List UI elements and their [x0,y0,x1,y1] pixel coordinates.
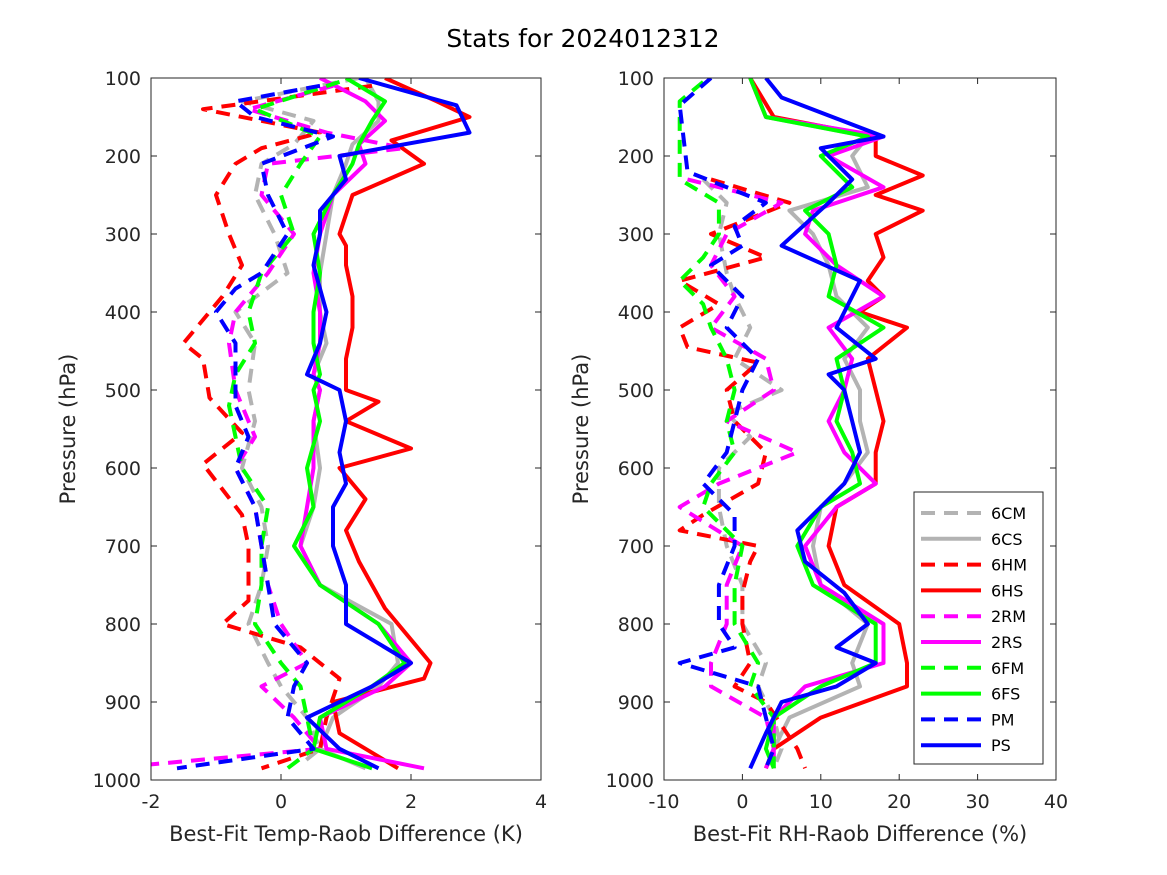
rh-y-tick-label: 100 [618,68,654,90]
temp-x-tick-label: 4 [535,791,547,813]
temp-x-tick-label: -2 [142,791,161,813]
rh-x-tick-label: 10 [809,791,833,813]
legend-label-6hs: 6HS [991,581,1023,600]
rh-y-tick-label: 400 [618,302,654,324]
figure-title: Stats for 2024012312 [446,24,719,53]
rh-y-tick-label: 200 [618,146,654,168]
temp-series-ps [305,78,472,771]
temp-y-tick-label: 400 [105,302,141,324]
rh-y-axis-label: Pressure (hPa) [569,354,593,505]
rh-series-lines [677,78,925,770]
rh-series-6cs [748,78,870,770]
temp-y-axis-label: Pressure (hPa) [56,354,80,505]
rh-x-axis-label: Best-Fit RH-Raob Difference (%) [693,822,1027,846]
rh-series-6fm [677,80,776,769]
temp-series-6hs [331,78,472,771]
legend-box [913,491,1044,765]
temp-series-2rm [151,83,407,767]
legend-label-2rs: 2RS [991,633,1022,652]
temp-y-tick-label: 700 [105,536,141,558]
temp-y-tick-label: 100 [105,68,141,90]
rh-y-tick-label: 800 [618,614,654,636]
legend: 6CM 6CS 6HM 6HS 2RM 2RS 6FM 6FS PM PS [913,491,1044,765]
temp-y-tick-label: 500 [105,380,141,402]
temp-axes-box [150,77,542,781]
rh-y-tick-label: 500 [618,380,654,402]
rh-panel: -10 0 10 20 30 40 100 200 300 400 500 600 700 800 900 1… [569,68,1068,846]
rh-y-tick-label: 700 [618,536,654,558]
legend-label-6fm: 6FM [991,659,1024,678]
rh-series-6hs [748,78,925,770]
legend-label-ps: PS [991,736,1011,755]
rh-x-tick-label: 20 [887,791,911,813]
temp-x-tick-label: 0 [275,791,287,813]
rh-x-tick-label: 0 [736,791,748,813]
temp-y-tick-label: 600 [105,458,141,480]
temp-series-2rs [298,78,425,771]
temp-ticks: -2 0 2 4 100 200 300 400 500 600 700 800 900 1000 [93,68,547,813]
rh-axes-box [663,77,1057,781]
temp-panel: -2 0 2 4 100 200 300 400 500 600 700 800 900 1000 Bes… [56,68,547,846]
temp-series-6hm [181,83,373,771]
temp-series-pm [176,83,335,771]
legend-label-6hm: 6HM [991,556,1027,575]
rh-ticks: -10 0 10 20 30 40 100 200 300 400 500 600 700 800 900 1… [606,68,1068,813]
temp-y-tick-label: 800 [105,614,141,636]
rh-x-tick-label: -10 [648,791,679,813]
legend-label-2rm: 2RM [991,607,1026,626]
rh-y-tick-label: 1000 [606,770,654,792]
temp-series-6cm [233,78,360,766]
rh-series-pm [677,78,776,770]
temp-y-tick-label: 900 [105,692,141,714]
rh-series-6cm [701,177,784,770]
temp-series-6fm [227,79,341,770]
rh-series-ps [748,78,886,770]
rh-y-tick-label: 300 [618,224,654,246]
legend-label-6cm: 6CM [991,504,1026,523]
legend-label-pm: PM [991,710,1014,729]
temp-series-6fs [292,78,407,771]
temp-x-axis-label: Best-Fit Temp-Raob Difference (K) [169,822,523,846]
rh-x-tick-label: 30 [966,791,990,813]
temp-series-lines [151,78,472,771]
rh-y-tick-label: 900 [618,692,654,714]
legend-label-6cs: 6CS [991,530,1023,549]
temp-y-tick-label: 200 [105,146,141,168]
legend-label-6fs: 6FS [991,685,1020,704]
rh-y-tick-label: 600 [618,458,654,480]
temp-x-tick-label: 2 [405,791,417,813]
rh-x-tick-label: 40 [1044,791,1068,813]
temp-y-tick-label: 300 [105,224,141,246]
temp-y-tick-label: 1000 [93,770,141,792]
